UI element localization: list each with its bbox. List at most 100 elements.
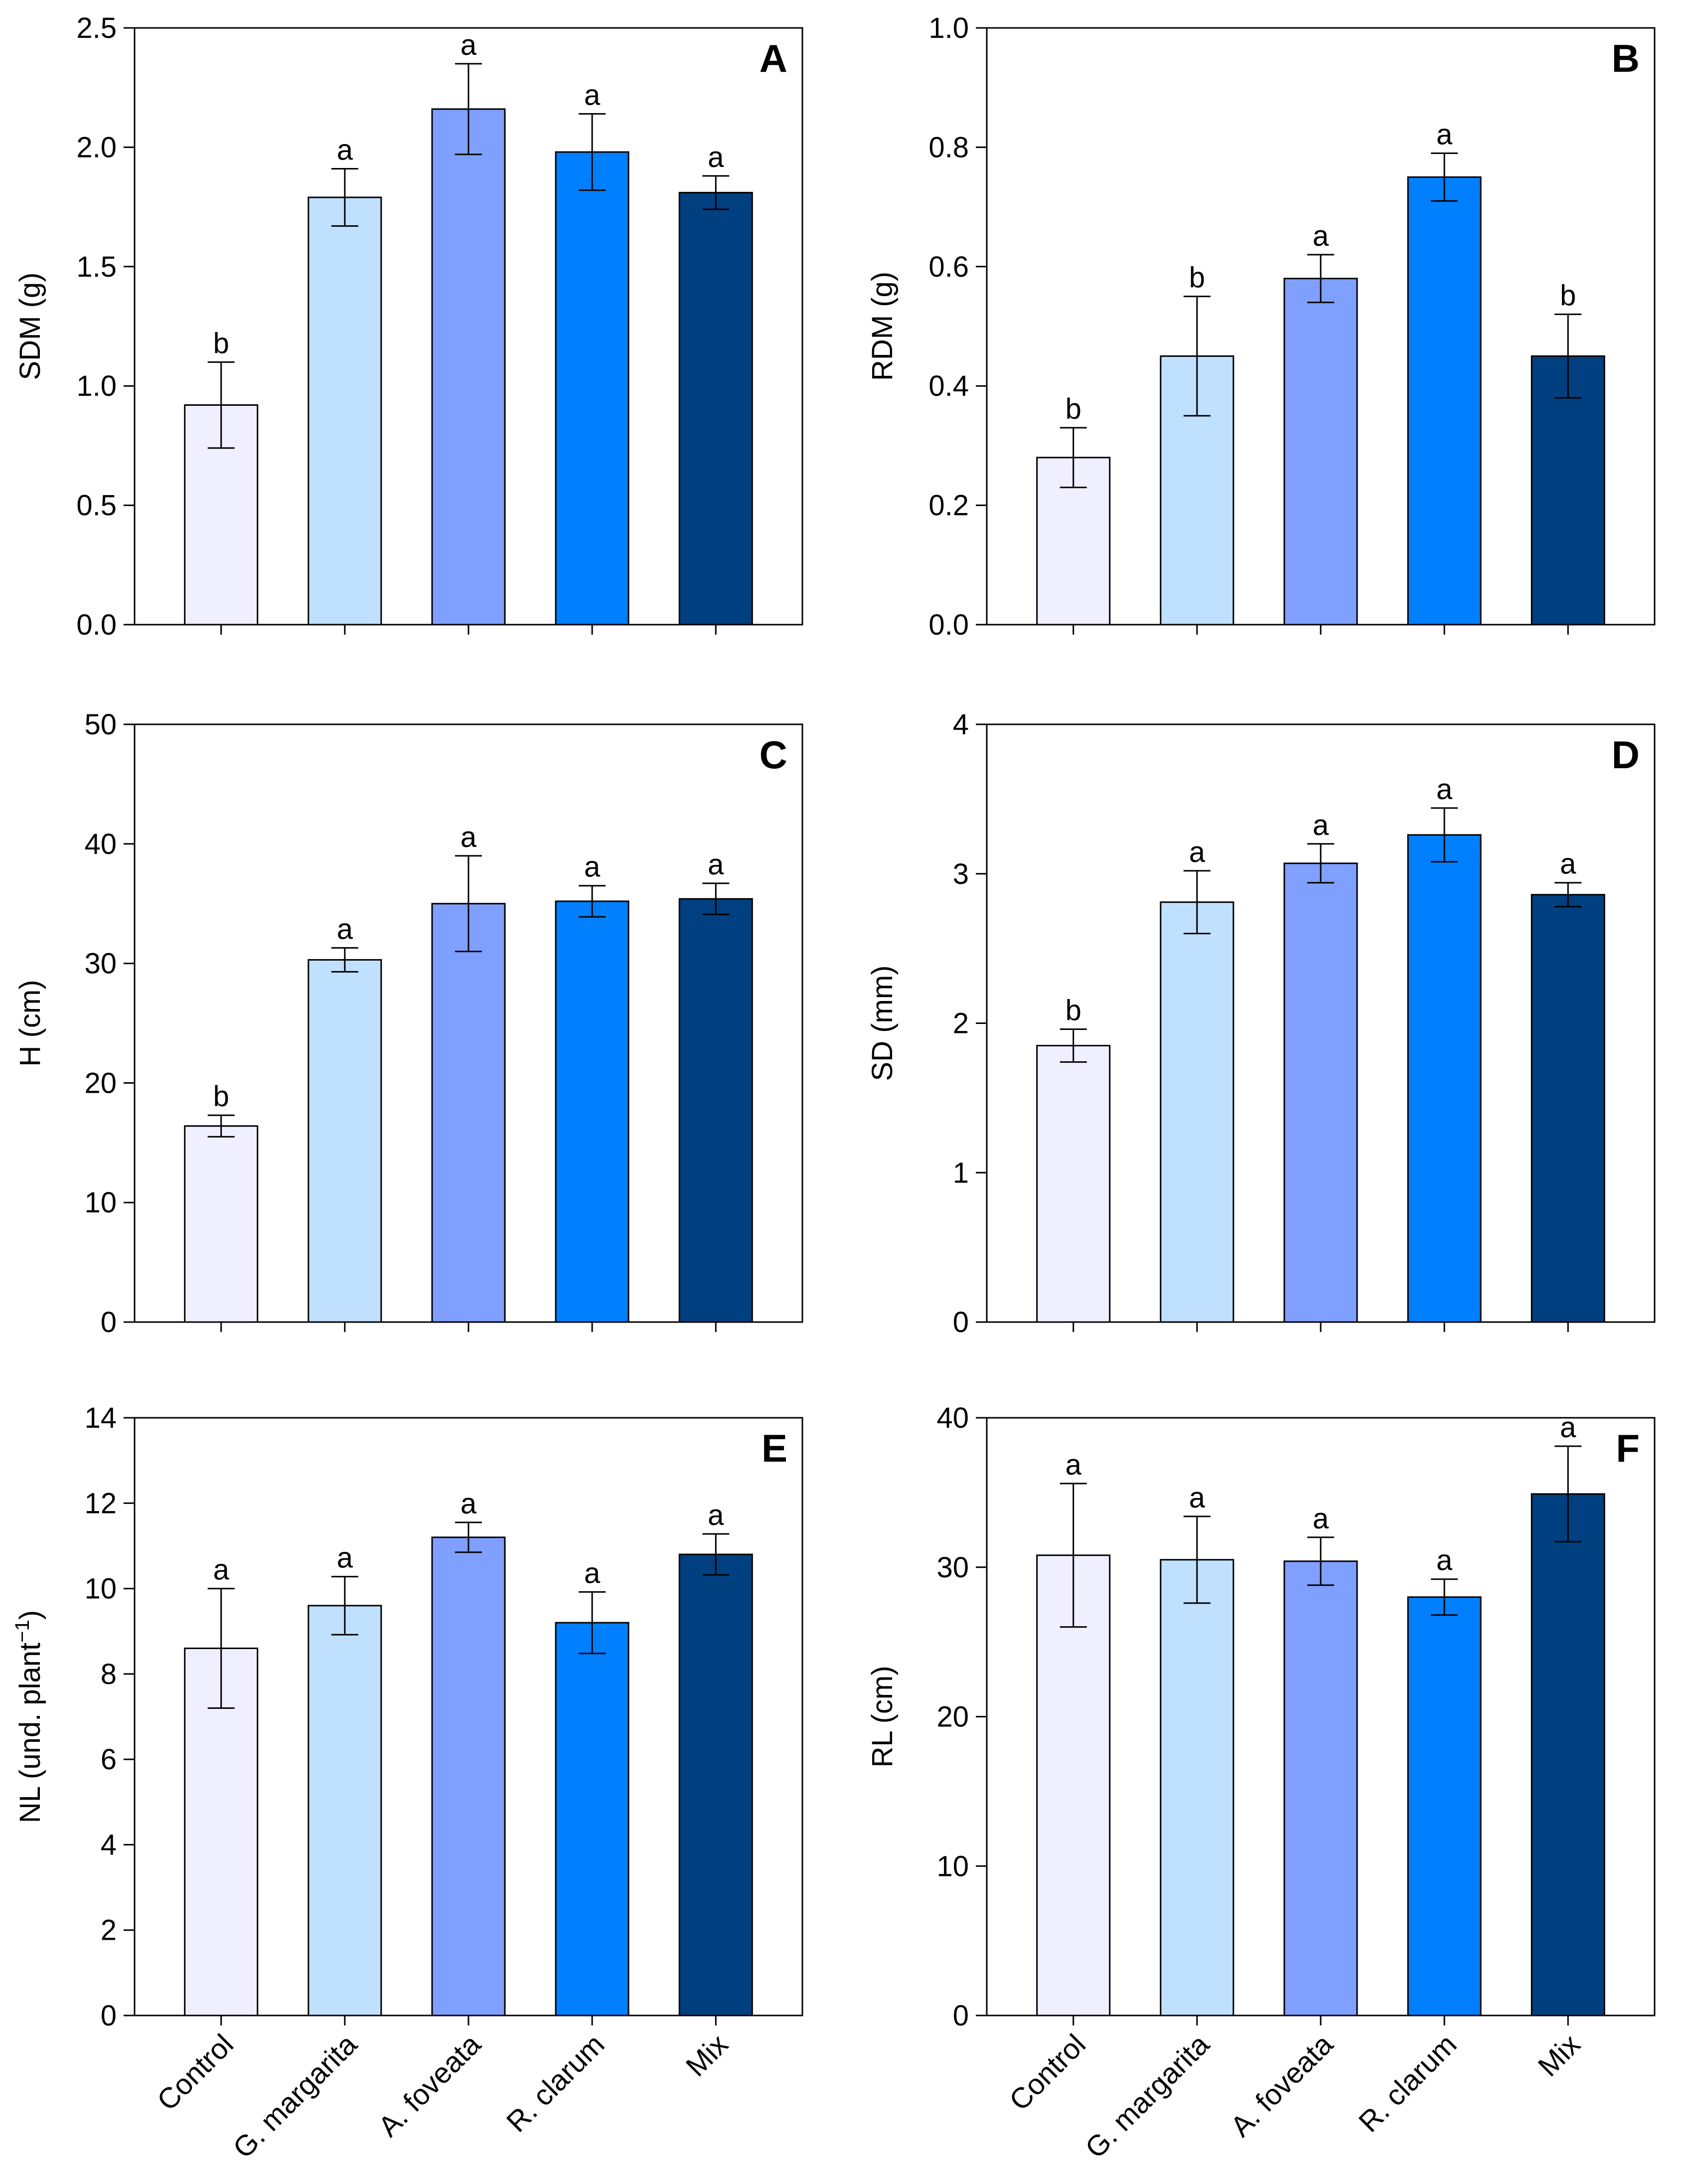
y-tick-label: 0.0 — [928, 609, 969, 641]
significance-letter-f-1: a — [1189, 1482, 1206, 1514]
x-category-label-2: A. foveata — [372, 2028, 487, 2143]
y-tick-label: 1.0 — [76, 370, 117, 402]
x-category-label-2: A. foveata — [1224, 2028, 1340, 2143]
y-tick-label: 30 — [84, 948, 117, 980]
plot-frame — [134, 1417, 803, 2016]
significance-letter-e-2: a — [460, 1488, 477, 1520]
significance-letter-b-3: a — [1436, 118, 1453, 151]
chart-panel-d: b a a a a 0 1 2 3 4 SD (mm) D — [866, 708, 1656, 1339]
significance-letter-b-0: b — [1066, 393, 1081, 425]
bar-a-3 — [555, 151, 629, 626]
bar-d-3 — [1407, 834, 1482, 1323]
plot-frame — [134, 27, 803, 626]
plot-frame — [134, 723, 803, 1323]
significance-letter-c-1: a — [337, 913, 353, 945]
y-axis-label: H (cm) — [14, 980, 46, 1067]
bar-c-2 — [431, 903, 506, 1323]
significance-letter-f-0: a — [1066, 1449, 1082, 1481]
y-tick-label: 1 — [953, 1157, 969, 1189]
x-category-label-1: G. margarita — [1079, 2028, 1216, 2165]
bar-d-4 — [1530, 894, 1605, 1323]
y-axis-label: NL (und. plant−1) — [11, 1610, 46, 1823]
bar-c-0 — [184, 1125, 259, 1323]
y-tick-label: 1.5 — [76, 251, 117, 283]
y-tick-label: 0.8 — [928, 131, 969, 164]
y-tick-label: 0 — [953, 1306, 969, 1339]
chart-panel-a: b a a a a 0.0 0.5 1.0 1.5 2.0 2.5 SDM (g) A — [14, 12, 803, 641]
panel-label: A — [760, 36, 787, 80]
bar-e-3 — [555, 1622, 629, 2016]
plot-frame — [986, 27, 1656, 626]
y-tick-label: 10 — [84, 1186, 117, 1219]
y-tick-label: 40 — [84, 828, 117, 860]
y-tick-label: 2.0 — [76, 131, 117, 164]
x-category-label-3: R. clarum — [500, 2028, 611, 2138]
panel-label: B — [1612, 36, 1640, 80]
y-axis-label: RL (cm) — [866, 1666, 899, 1767]
bar-a-4 — [678, 191, 753, 626]
significance-letter-c-4: a — [708, 848, 724, 881]
x-category-label-0: Control — [151, 2028, 240, 2117]
bar-a-1 — [307, 196, 382, 626]
significance-letter-b-2: a — [1313, 220, 1329, 252]
y-tick-label: 0 — [101, 2000, 117, 2032]
y-axis-label: SD (mm) — [866, 966, 899, 1081]
significance-letter-d-3: a — [1436, 773, 1453, 806]
bar-f-2 — [1283, 1560, 1358, 2016]
significance-letter-b-4: b — [1560, 280, 1576, 312]
panel-label: E — [762, 1426, 787, 1470]
significance-letter-f-2: a — [1313, 1503, 1329, 1535]
significance-letter-a-1: a — [337, 134, 353, 166]
y-axis-label: RDM (g) — [866, 272, 899, 381]
bar-f-4 — [1530, 1493, 1605, 2016]
bar-e-0 — [184, 1647, 259, 2016]
bar-e-1 — [307, 1605, 382, 2016]
y-tick-label: 0.0 — [76, 609, 117, 641]
significance-letter-b-1: b — [1189, 262, 1205, 294]
x-category-label-4: Mix — [680, 2028, 735, 2083]
panel-label: C — [760, 733, 787, 777]
bar-c-4 — [678, 898, 753, 1323]
significance-letter-f-4: a — [1560, 1411, 1576, 1444]
chart-panel-c: b a a a a 0 10 20 30 40 50 H (cm) C — [14, 708, 803, 1339]
x-category-label-0: Control — [1003, 2028, 1092, 2117]
y-tick-label: 3 — [953, 858, 969, 890]
significance-letter-e-3: a — [584, 1557, 601, 1589]
significance-letter-d-0: b — [1066, 994, 1081, 1026]
significance-letter-c-0: b — [213, 1080, 229, 1113]
y-tick-label: 0 — [953, 2000, 969, 2032]
y-tick-label: 0.4 — [928, 370, 969, 402]
bar-d-0 — [1036, 1044, 1111, 1323]
y-tick-label: 40 — [936, 1402, 969, 1434]
significance-letter-c-3: a — [584, 851, 601, 883]
significance-letter-d-2: a — [1313, 809, 1329, 841]
y-tick-label: 2.5 — [76, 12, 117, 44]
x-category-label-3: R. clarum — [1353, 2028, 1463, 2138]
bar-f-3 — [1407, 1596, 1482, 2016]
bar-e-4 — [678, 1553, 753, 2016]
x-category-label-1: G. margarita — [227, 2028, 363, 2165]
y-tick-label: 0.2 — [928, 490, 969, 522]
y-tick-label: 6 — [101, 1743, 117, 1776]
y-tick-label: 2 — [953, 1008, 969, 1040]
significance-letter-f-3: a — [1436, 1544, 1453, 1577]
y-tick-label: 20 — [84, 1067, 117, 1099]
bar-e-2 — [431, 1536, 506, 2016]
y-tick-label: 2 — [101, 1914, 117, 1947]
y-axis-label: SDM (g) — [14, 273, 46, 380]
bar-b-2 — [1283, 278, 1358, 626]
bar-b-3 — [1407, 176, 1482, 626]
significance-letter-a-3: a — [584, 79, 601, 111]
chart-panel-e: a a a a a 0 2 4 6 8 10 12 14 NL (und. plant−1) E Contro… — [11, 1402, 803, 2165]
chart-panel-b: b b a a b 0.0 0.2 0.4 0.6 0.8 1.0 RDM (g) B — [866, 12, 1656, 641]
y-tick-label: 12 — [84, 1487, 117, 1519]
significance-letter-a-2: a — [460, 29, 477, 61]
bar-a-2 — [431, 108, 506, 626]
x-category-label-4: Mix — [1532, 2028, 1587, 2083]
y-tick-label: 14 — [84, 1402, 117, 1434]
bar-d-1 — [1160, 901, 1234, 1323]
y-tick-label: 10 — [936, 1850, 969, 1882]
y-tick-label: 8 — [101, 1658, 117, 1690]
